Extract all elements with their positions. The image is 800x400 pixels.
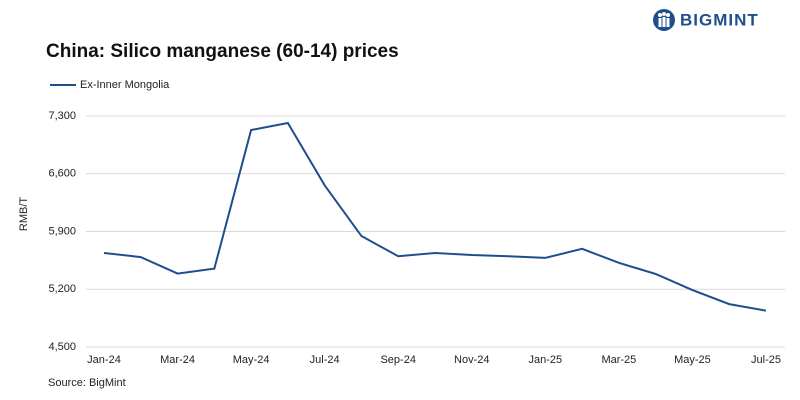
- source: Source: BigMint: [48, 377, 126, 389]
- series-line: [103, 121, 767, 312]
- x-tick-label: May-25: [674, 354, 711, 366]
- x-tick-label: Mar-24: [160, 354, 195, 366]
- x-tick-label: Jan-25: [529, 354, 563, 366]
- y-axis-label: RMB/T: [18, 197, 30, 232]
- y-tick-label: 5,900: [48, 225, 76, 237]
- chart-title: China: Silico manganese (60-14) prices: [46, 41, 399, 62]
- x-tick-label: Nov-24: [454, 354, 489, 366]
- x-tick-label: May-24: [233, 354, 270, 366]
- x-tick-label: Sep-24: [380, 354, 415, 366]
- y-tick-label: 4,500: [48, 341, 76, 353]
- y-tick-label: 7,300: [48, 110, 76, 122]
- logo: [653, 9, 675, 31]
- x-tick-label: Jan-24: [87, 354, 121, 366]
- y-tick-label: 6,600: [48, 168, 76, 180]
- x-tick-label: Mar-25: [601, 354, 636, 366]
- y-tick-label: 5,200: [48, 283, 76, 295]
- x-tick-label: Jul-24: [310, 354, 340, 366]
- legend-label: Ex-Inner Mongolia: [80, 79, 170, 91]
- logo-text: BIGMINT: [680, 10, 759, 29]
- x-tick-label: Jul-25: [751, 354, 781, 366]
